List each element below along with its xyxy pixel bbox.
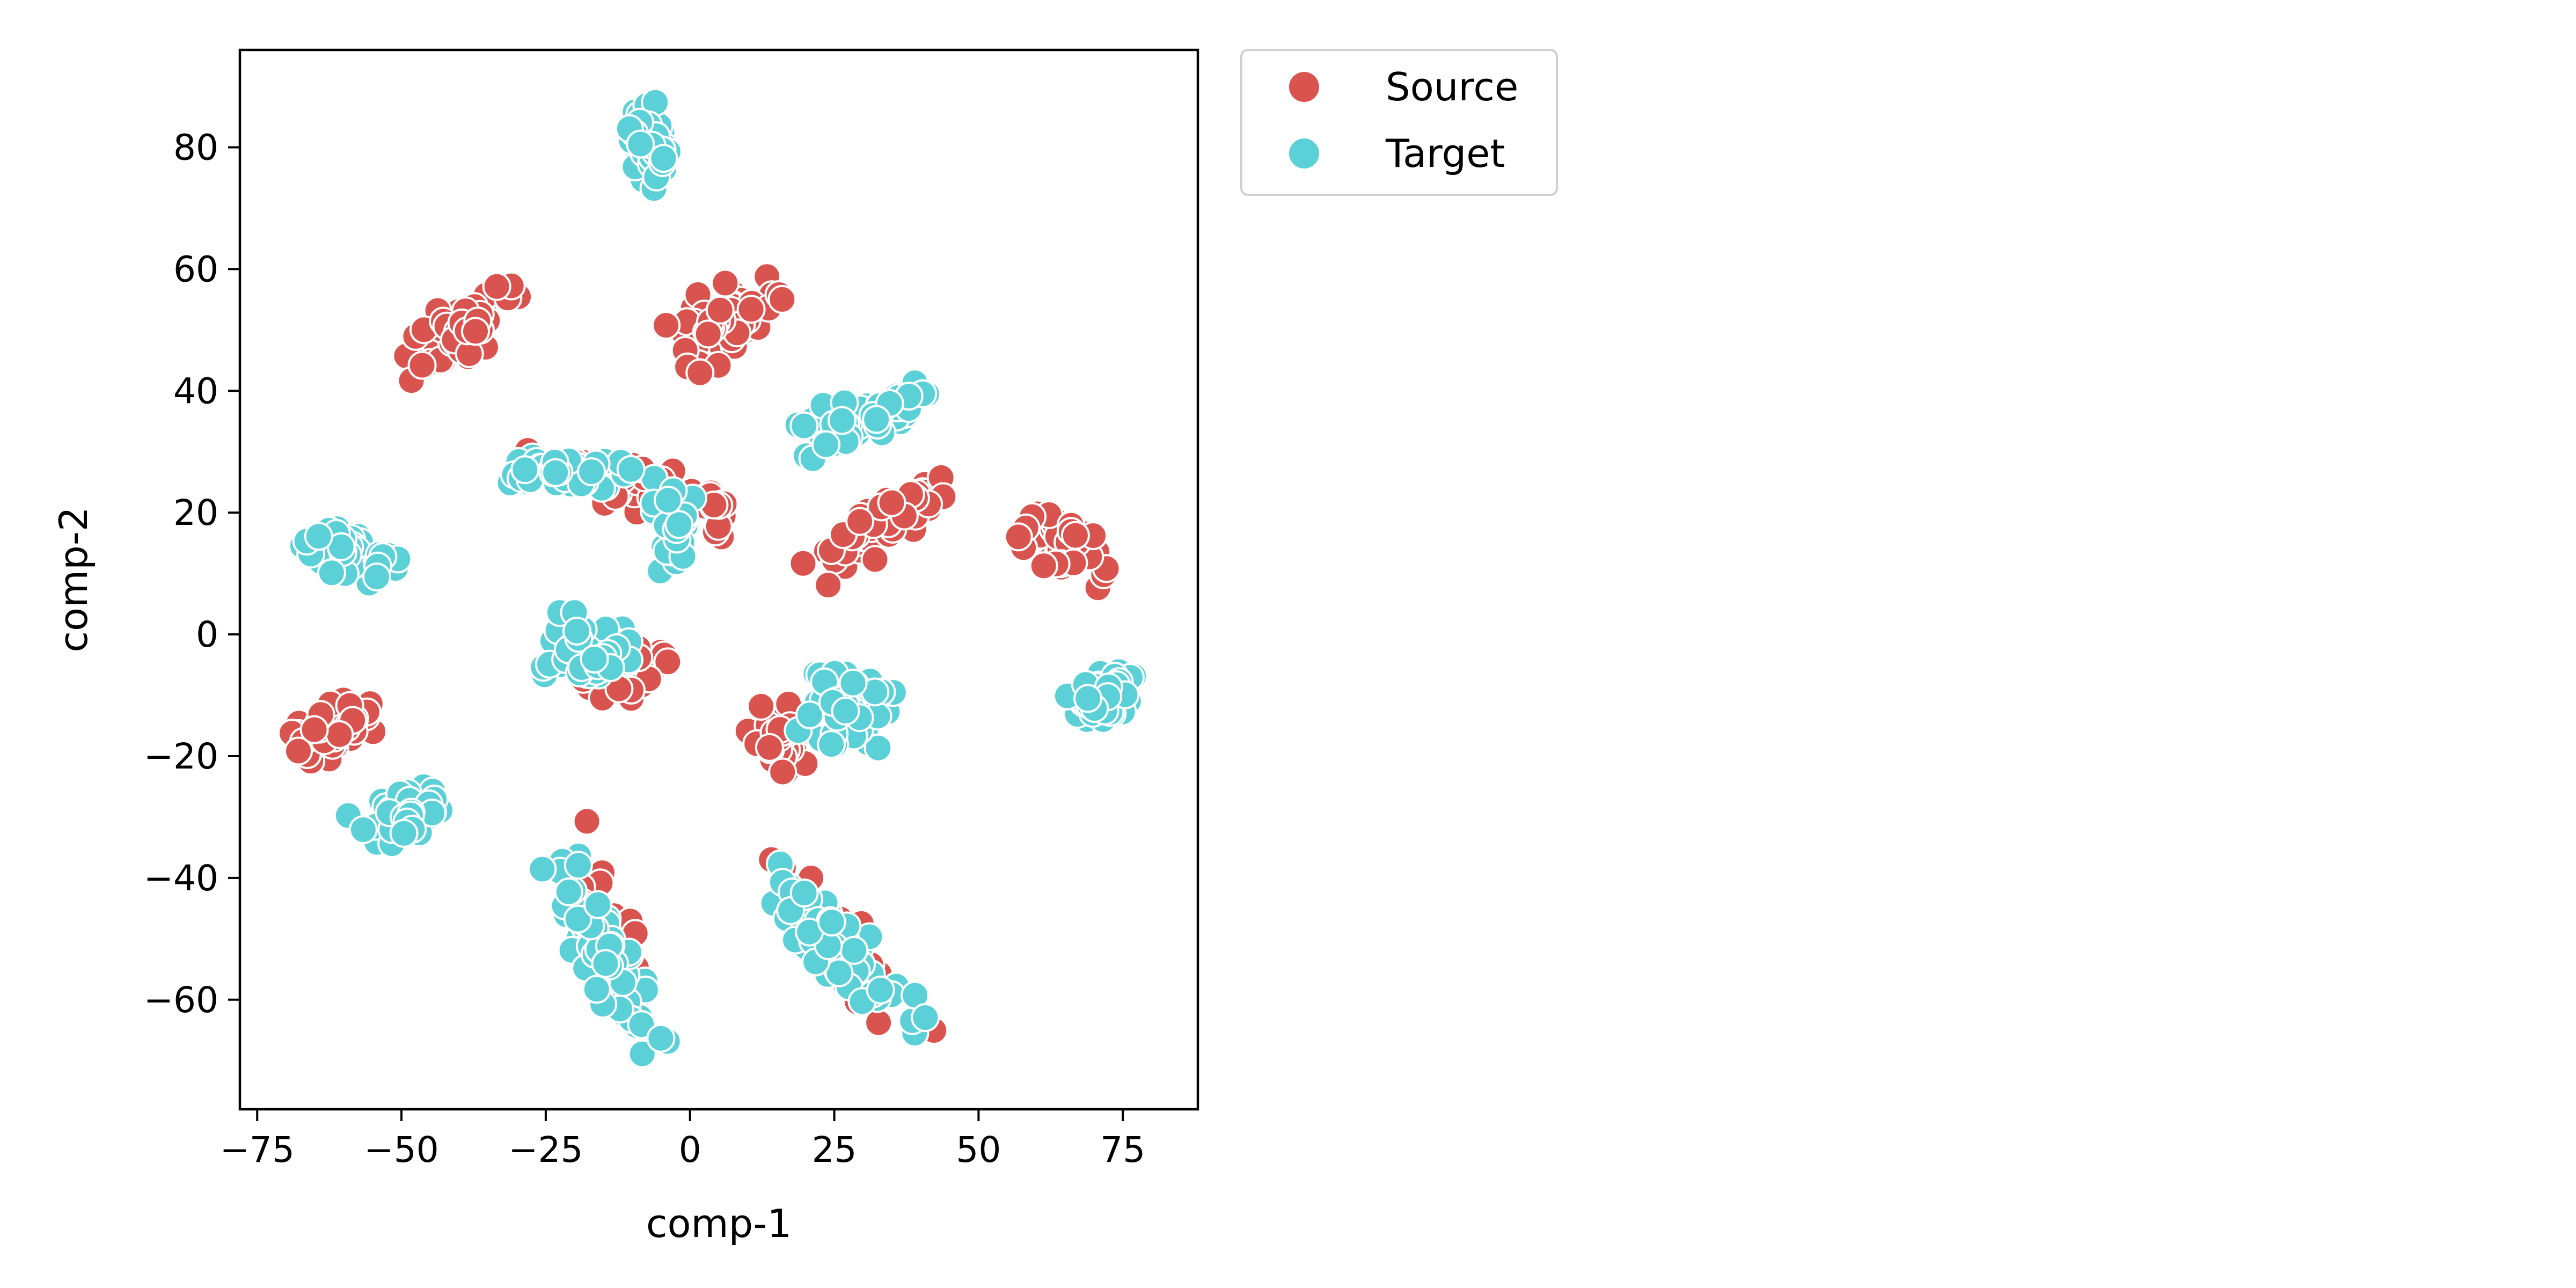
data-point bbox=[362, 562, 392, 592]
data-point bbox=[580, 645, 609, 674]
data-point bbox=[562, 617, 591, 646]
data-point bbox=[1073, 684, 1103, 713]
data-point bbox=[828, 406, 857, 435]
data-point bbox=[767, 284, 797, 314]
data-point bbox=[461, 317, 490, 346]
legend-label-target: Target bbox=[1385, 131, 1505, 176]
x-tick-label: 50 bbox=[956, 1129, 1001, 1170]
data-point bbox=[554, 877, 583, 906]
data-point bbox=[482, 272, 511, 301]
data-point bbox=[817, 730, 846, 759]
data-point bbox=[838, 668, 868, 698]
data-point bbox=[348, 815, 378, 844]
data-point bbox=[389, 818, 419, 848]
data-point bbox=[911, 1003, 940, 1033]
x-tick-label: −75 bbox=[220, 1129, 295, 1170]
data-point bbox=[654, 486, 683, 515]
data-point bbox=[591, 949, 620, 978]
data-point bbox=[1004, 522, 1033, 552]
data-point bbox=[616, 455, 646, 484]
data-point bbox=[1060, 521, 1090, 550]
data-point bbox=[814, 570, 843, 600]
y-tick-label: 60 bbox=[173, 248, 218, 290]
data-point bbox=[582, 975, 611, 1004]
data-point bbox=[653, 647, 683, 677]
data-point bbox=[564, 851, 593, 880]
y-tick-label: −60 bbox=[144, 979, 218, 1021]
data-point bbox=[317, 558, 346, 588]
series-target bbox=[288, 87, 1148, 1070]
data-point bbox=[304, 522, 333, 551]
data-points bbox=[277, 87, 1148, 1070]
data-point bbox=[789, 411, 819, 441]
x-axis-ticks: −75 −50 −25 0 25 50 75 bbox=[220, 1109, 1145, 1170]
x-tick-label: 25 bbox=[812, 1129, 857, 1170]
data-point bbox=[299, 715, 329, 744]
x-tick-label: 0 bbox=[679, 1129, 701, 1170]
y-axis-label: comp-2 bbox=[51, 507, 96, 652]
data-point bbox=[811, 430, 840, 459]
data-point bbox=[711, 268, 740, 298]
y-tick-label: 80 bbox=[173, 127, 218, 169]
data-point bbox=[541, 458, 570, 487]
data-point bbox=[693, 319, 723, 349]
x-tick-label: −50 bbox=[364, 1129, 438, 1170]
data-point bbox=[817, 908, 846, 937]
data-point bbox=[1029, 551, 1058, 581]
data-point bbox=[705, 295, 735, 325]
y-tick-label: 0 bbox=[196, 614, 218, 655]
data-point bbox=[572, 807, 602, 836]
data-point bbox=[510, 455, 540, 485]
data-point bbox=[839, 935, 869, 965]
data-point bbox=[646, 1023, 676, 1053]
data-point bbox=[860, 545, 890, 574]
y-tick-label: 20 bbox=[173, 492, 218, 533]
data-point bbox=[563, 904, 592, 934]
data-point bbox=[626, 129, 655, 159]
data-point bbox=[845, 507, 875, 536]
x-tick-label: 75 bbox=[1100, 1129, 1145, 1170]
data-point bbox=[284, 736, 313, 766]
data-point bbox=[755, 733, 784, 762]
legend-label-source: Source bbox=[1386, 64, 1518, 109]
plot-frame bbox=[238, 48, 1199, 1111]
data-point bbox=[789, 879, 819, 908]
y-tick-label: 40 bbox=[173, 370, 218, 412]
y-axis-ticks: −60 −40 −20 0 20 40 60 80 bbox=[144, 127, 240, 1021]
y-tick-label: −20 bbox=[144, 736, 218, 777]
y-tick-label: −40 bbox=[144, 858, 218, 899]
data-point bbox=[685, 358, 715, 387]
x-tick-label: −25 bbox=[508, 1129, 583, 1170]
data-point bbox=[652, 311, 681, 340]
legend: Source Target bbox=[1240, 49, 1558, 196]
data-point bbox=[577, 457, 606, 486]
data-point bbox=[866, 975, 895, 1005]
data-point bbox=[747, 692, 776, 721]
data-point bbox=[831, 697, 860, 726]
data-point bbox=[877, 488, 906, 517]
data-point bbox=[528, 854, 557, 884]
data-point bbox=[788, 548, 818, 578]
data-point bbox=[768, 757, 797, 787]
data-point bbox=[627, 1039, 657, 1069]
data-point bbox=[863, 733, 893, 763]
data-point bbox=[649, 144, 678, 173]
data-point bbox=[407, 350, 437, 380]
data-point bbox=[583, 890, 613, 919]
data-point bbox=[664, 510, 694, 539]
legend-marker-source bbox=[1287, 70, 1321, 104]
data-point bbox=[862, 405, 891, 434]
x-axis-label: comp-1 bbox=[646, 1201, 792, 1246]
data-point bbox=[736, 295, 766, 324]
legend-marker-target bbox=[1287, 136, 1321, 171]
